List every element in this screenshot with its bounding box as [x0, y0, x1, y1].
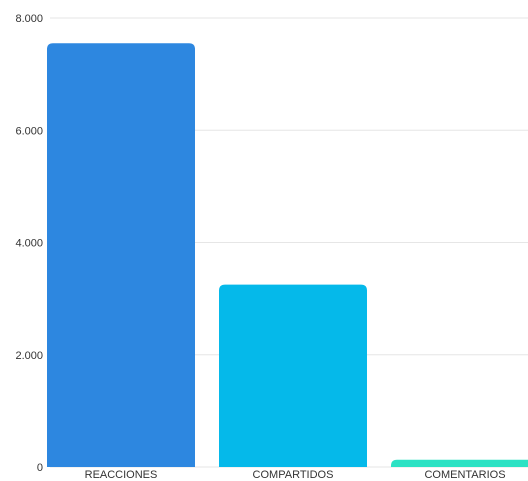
y-tick-label: 4.000: [15, 238, 43, 250]
y-tick-label: 6.000: [15, 125, 43, 137]
x-category-label: COMENTARIOS: [424, 469, 505, 481]
y-axis-ticks: 0 2.000 4.000 6.000 8.000: [15, 13, 43, 474]
bar-compartidos: [219, 284, 367, 467]
x-category-label: REACCIONES: [85, 469, 158, 481]
y-tick-label: 2.000: [15, 350, 43, 362]
y-tick-label: 0: [37, 462, 43, 474]
y-tick-label: 8.000: [15, 13, 43, 25]
bars: [47, 43, 528, 467]
x-category-label: COMPARTIDOS: [253, 469, 334, 481]
bar-reacciones: [47, 43, 195, 467]
x-axis-categories: REACCIONES COMPARTIDOS COMENTARIOS: [85, 469, 506, 481]
bar-comentarios: [391, 459, 528, 467]
